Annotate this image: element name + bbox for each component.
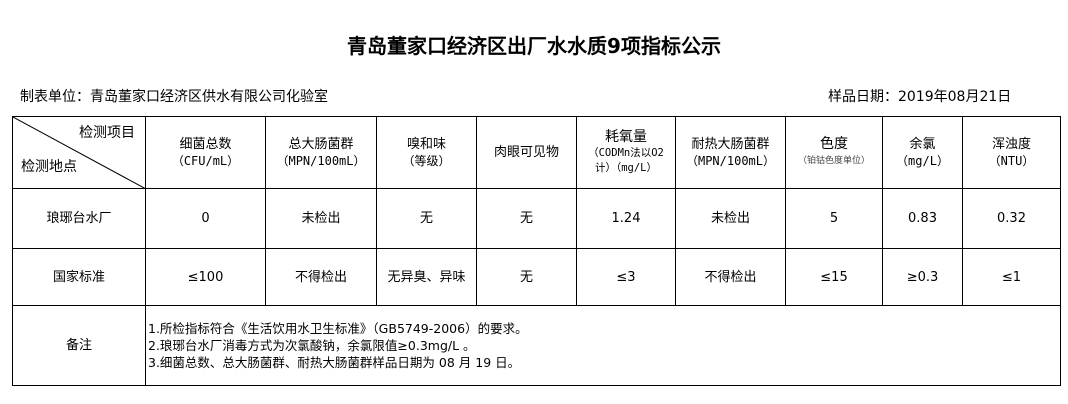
water-quality-table: 检测项目 检测地点 细菌总数 （CFU/mL） 总大肠菌群 （MPN/100mL） … xyxy=(12,116,1061,386)
header-unit: （等级） xyxy=(402,153,451,168)
remark-line: 2.琅琊台水厂消毒方式为次氯酸钠，余氯限值≥0.3mg/L 。 xyxy=(148,338,476,353)
corner-bottom: 检测地点 xyxy=(21,159,77,175)
page-title: 青岛董家口经济区出厂水水质9项指标公示 xyxy=(347,34,721,58)
header-cell: 耗氧量 （CODMn法以O2计）（mg/L） xyxy=(576,116,676,189)
header-name: 嗅和味 xyxy=(406,136,446,152)
cell: ≤3 xyxy=(576,248,676,306)
cell: 0.32 xyxy=(962,188,1061,249)
remarks-row: 备注 1.所检指标符合《生活饮用水卫生标准》（GB5749-2006）的要求。 … xyxy=(12,305,1061,386)
corner-top: 检测项目 xyxy=(79,125,135,141)
cell: 不得检出 xyxy=(265,248,377,306)
diagonal-line xyxy=(13,117,146,189)
header-cell: 肉眼可见物 xyxy=(476,116,577,189)
cell: ≤1 xyxy=(962,248,1061,306)
cell: 1.24 xyxy=(576,188,676,249)
header-cell: 色度 （铂钴色度单位） xyxy=(785,116,883,189)
header-cell: 细菌总数 （CFU/mL） xyxy=(145,116,266,189)
cell: 5 xyxy=(785,188,883,249)
cell: 无异臭、异味 xyxy=(376,248,477,306)
header-unit: （CFU/mL） xyxy=(171,153,240,168)
remarks-label: 备注 xyxy=(12,305,146,386)
cell: ≤15 xyxy=(785,248,883,306)
header-unit: （mg/L） xyxy=(896,153,949,168)
header-unit: （NTU） xyxy=(988,153,1035,168)
header-row: 检测项目 检测地点 细菌总数 （CFU/mL） 总大肠菌群 （MPN/100mL） … xyxy=(12,116,1061,189)
header-name: 色度 xyxy=(820,135,848,152)
header-name: 余氯 xyxy=(909,136,936,152)
table-row: 琅琊台水厂 0 未检出 无 无 1.24 未检出 5 0.83 0.32 xyxy=(12,188,1061,249)
cell: 无 xyxy=(476,188,577,249)
row-label: 琅琊台水厂 xyxy=(12,188,146,249)
header-cell: 余氯 （mg/L） xyxy=(882,116,963,189)
header-cell: 浑浊度 （NTU） xyxy=(962,116,1061,189)
header-unit: （铂钴色度单位） xyxy=(797,155,870,166)
issuing-unit: 制表单位：青岛董家口经济区供水有限公司化验室 xyxy=(20,89,328,105)
header-name: 耐热大肠菌群 xyxy=(691,136,770,152)
header-cell: 嗅和味 （等级） xyxy=(376,116,477,189)
header-name: 耗氧量 xyxy=(605,129,647,145)
header-unit: （CODMn法以O2计）（mg/L） xyxy=(588,147,664,174)
header-name: 总大肠菌群 xyxy=(288,136,354,152)
remark-line: 3.细菌总数、总大肠菌群、耐热大肠菌群样品日期为 08 月 19 日。 xyxy=(148,355,521,370)
corner-cell: 检测项目 检测地点 xyxy=(12,116,146,189)
cell: 0 xyxy=(145,188,266,249)
cell: 无 xyxy=(376,188,477,249)
header-name: 浑浊度 xyxy=(991,136,1031,152)
sample-date: 样品日期：2019年08月21日 xyxy=(828,89,1012,105)
cell: 未检出 xyxy=(265,188,377,249)
cell: ≥0.3 xyxy=(882,248,963,306)
cell: ≤100 xyxy=(145,248,266,306)
cell: 0.83 xyxy=(882,188,963,249)
table-row: 国家标准 ≤100 不得检出 无异臭、异味 无 ≤3 不得检出 ≤15 ≥0.3… xyxy=(12,248,1061,306)
header-name: 细菌总数 xyxy=(179,136,232,152)
header-cell: 总大肠菌群 （MPN/100mL） xyxy=(265,116,377,189)
cell: 未检出 xyxy=(675,188,786,249)
header-name: 肉眼可见物 xyxy=(493,145,559,160)
remark-line: 1.所检指标符合《生活饮用水卫生标准》（GB5749-2006）的要求。 xyxy=(148,321,528,336)
cell: 无 xyxy=(476,248,577,306)
header-cell: 耐热大肠菌群 （MPN/100mL） xyxy=(675,116,786,189)
header-unit: （MPN/100mL） xyxy=(276,153,366,168)
cell: 不得检出 xyxy=(675,248,786,306)
row-label: 国家标准 xyxy=(12,248,146,306)
remarks-content: 1.所检指标符合《生活饮用水卫生标准》（GB5749-2006）的要求。 2.琅… xyxy=(145,305,1061,386)
header-unit: （MPN/100mL） xyxy=(685,153,776,168)
